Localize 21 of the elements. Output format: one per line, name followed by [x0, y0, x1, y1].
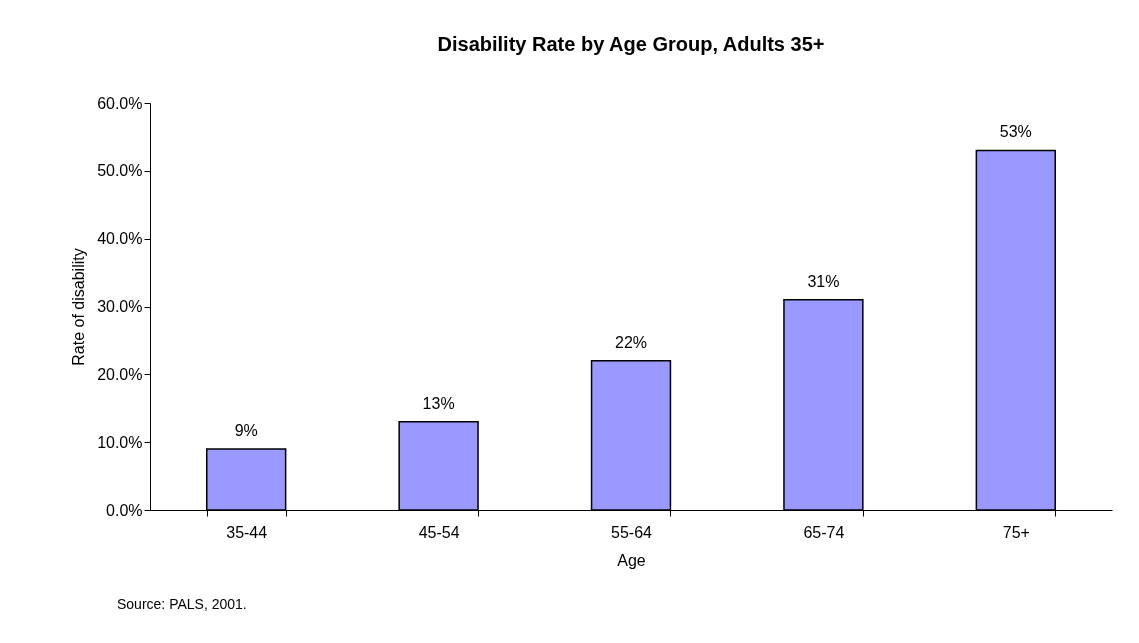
x-tick-label: 75+ [1002, 523, 1030, 541]
data-label: 53% [999, 123, 1032, 141]
chart-title: Disability Rate by Age Group, Adults 35+ [437, 33, 825, 55]
y-tick-label: 20.0% [97, 365, 143, 383]
y-tick-label: 60.0% [97, 94, 143, 112]
x-tick-label: 45-54 [418, 523, 460, 541]
source-note: Source: PALS, 2001. [117, 596, 247, 612]
y-tick-label: 40.0% [97, 230, 143, 248]
x-axis-title: Age [617, 551, 646, 569]
y-axis-title: Rate of disability [70, 248, 88, 366]
y-tick-label: 10.0% [97, 433, 143, 451]
data-label: 22% [614, 333, 648, 351]
x-tick-label: 35-44 [226, 523, 268, 541]
y-tick-label: 0.0% [106, 501, 143, 519]
x-tick-label: 65-74 [803, 523, 845, 541]
data-label: 9% [234, 421, 258, 439]
data-label: 13% [422, 394, 455, 412]
y-tick-label: 50.0% [97, 162, 143, 180]
y-tick-label: 30.0% [97, 298, 143, 315]
data-label: 31% [807, 272, 840, 290]
x-tick-label: 55-64 [611, 523, 653, 541]
